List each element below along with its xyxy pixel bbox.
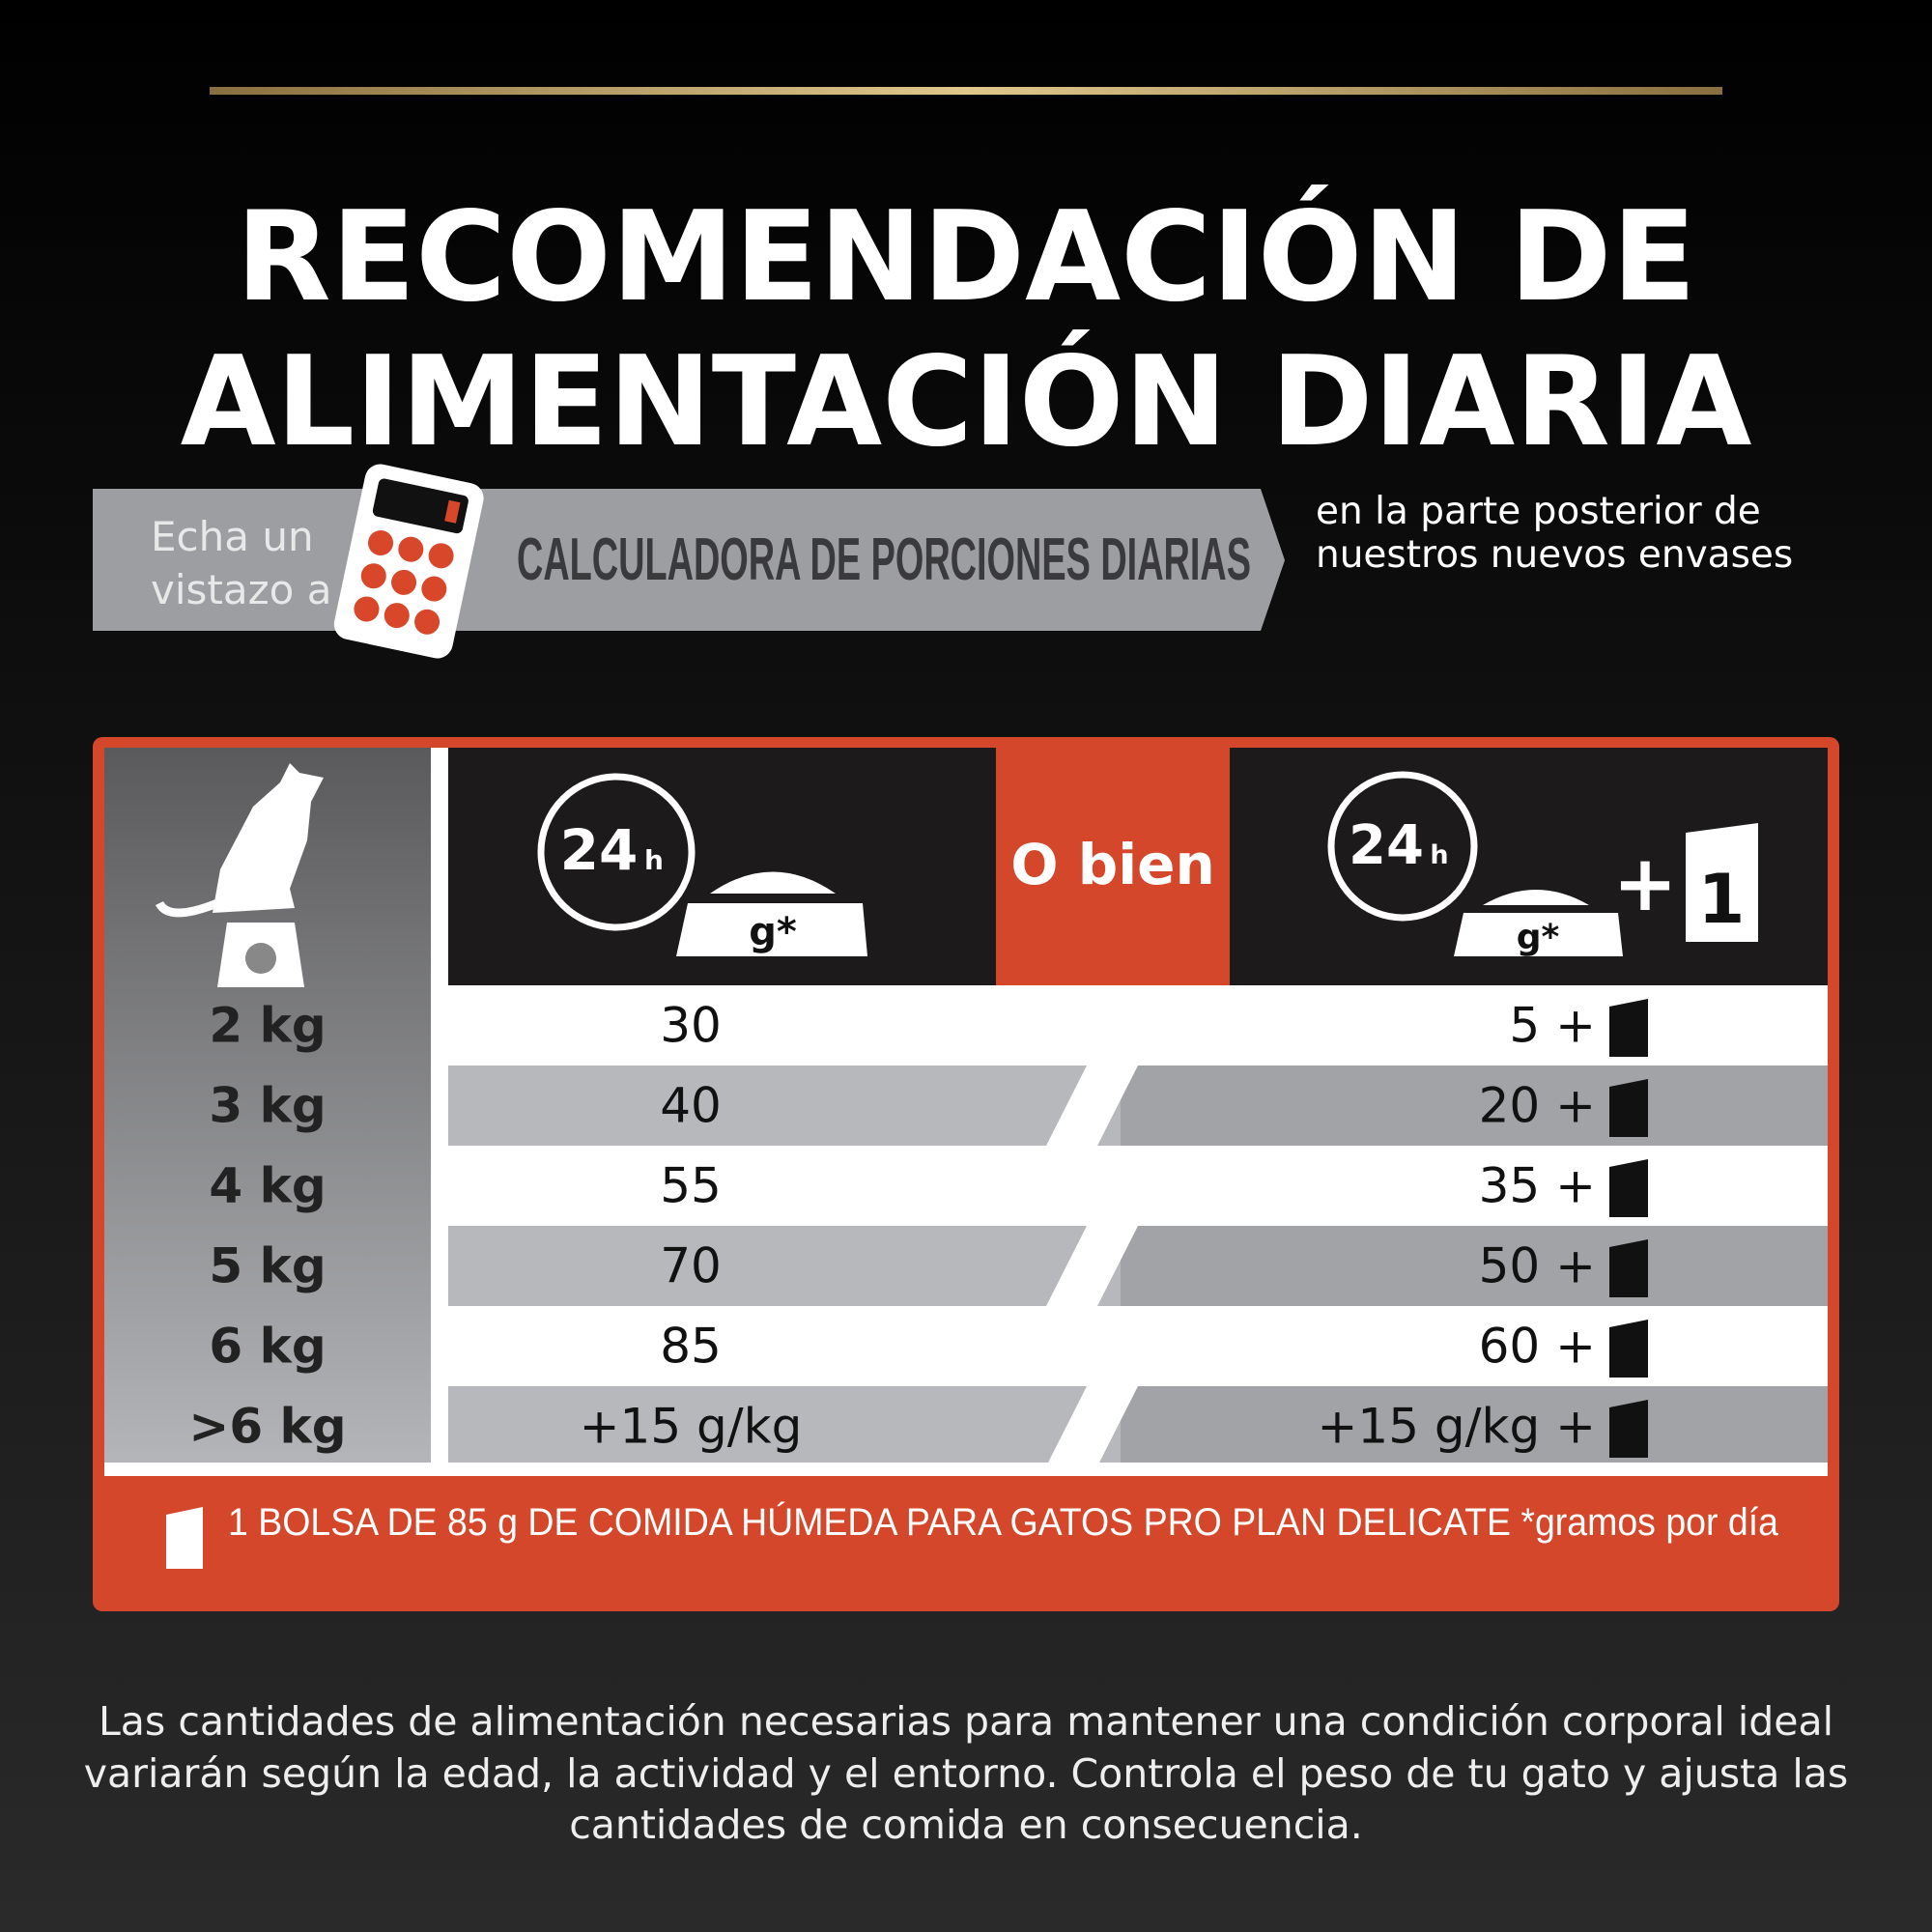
disclaimer-line: variarán según la edad, la actividad y e… [84,1750,1849,1797]
calculator-icon [333,464,484,659]
pouch-icon [1609,999,1648,1057]
weight-label: 3 kg [209,1078,326,1134]
divider [104,1463,1828,1476]
row-divider [1080,1065,1138,1146]
table-note: 1 BOLSA DE 85 g DE COMIDA HÚMEDA PARA GA… [228,1500,1779,1544]
row-band [448,1306,1828,1386]
weight-label: 2 kg [209,998,326,1054]
wet-amount: 20 + [1479,1078,1596,1134]
pouch-icon [1609,1079,1648,1137]
gold-rule [210,87,1722,95]
pouch-icon [1609,1320,1648,1378]
banner-side: nuestros nuevos envases [1316,533,1793,577]
clock-number: 24 [1349,814,1424,877]
pouch-count: 1 [1698,860,1746,939]
or-label: O bien [1010,832,1215,897]
dry-amount: 70 [660,1238,722,1294]
plus: + [1612,838,1677,928]
clock-unit: h [644,844,664,876]
pouch-icon [1609,1239,1648,1297]
pouch-icon [166,1507,203,1569]
dry-amount: 30 [660,998,722,1054]
dry-amount: +15 g/kg [580,1399,803,1455]
row-band-dark [1121,1386,1828,1466]
weight-label: 4 kg [209,1158,326,1214]
clock-number: 24 [560,817,639,883]
disclaimer-line: cantidades de comida en consecuencia. [569,1802,1363,1848]
row-band [448,1146,1828,1226]
banner-lead: Echa un [151,513,314,560]
wet-amount: 60 + [1479,1319,1596,1375]
wet-amount: 5 + [1509,998,1596,1054]
wet-amount: 50 + [1479,1238,1596,1294]
pouch-icon [1609,1159,1648,1217]
disclaimer-line: Las cantidades de alimentación necesaria… [99,1698,1833,1745]
clock-unit: h [1430,840,1448,870]
bowl-label: g* [749,910,797,954]
banner-side: en la parte posterior de [1316,490,1761,533]
row-divider [1080,1226,1138,1306]
weight-label: >6 kg [188,1399,346,1455]
title-line: ALIMENTACIÓN DIARIA [181,329,1752,474]
wet-amount: +15 g/kg + [1318,1399,1596,1455]
bowl-label: g* [1517,918,1560,957]
or-cell [996,748,1230,985]
row-divider [1080,1386,1138,1466]
row-band [448,985,1828,1065]
row-band-dark [1121,1065,1828,1146]
dry-icon: 24 h g* [537,773,867,956]
wet-icon: 24 h g* + 1 [1327,771,1758,957]
divider [431,748,448,1463]
wet-amount: 35 + [1479,1158,1596,1214]
row-band-dark [1121,1226,1828,1306]
weight-label: 5 kg [209,1238,326,1294]
cat-scale-icon [155,763,324,987]
dry-amount: 55 [660,1158,722,1214]
banner-lead: vistazo a [151,566,331,613]
weight-label: 6 kg [209,1319,326,1375]
dry-amount: 40 [660,1078,722,1134]
banner-highlight: CALCULADORA DE PORCIONES DIARIAS [517,526,1251,593]
pouch-icon [1609,1400,1648,1458]
title-line: RECOMENDACIÓN DE [236,185,1696,329]
dry-amount: 85 [660,1319,722,1375]
